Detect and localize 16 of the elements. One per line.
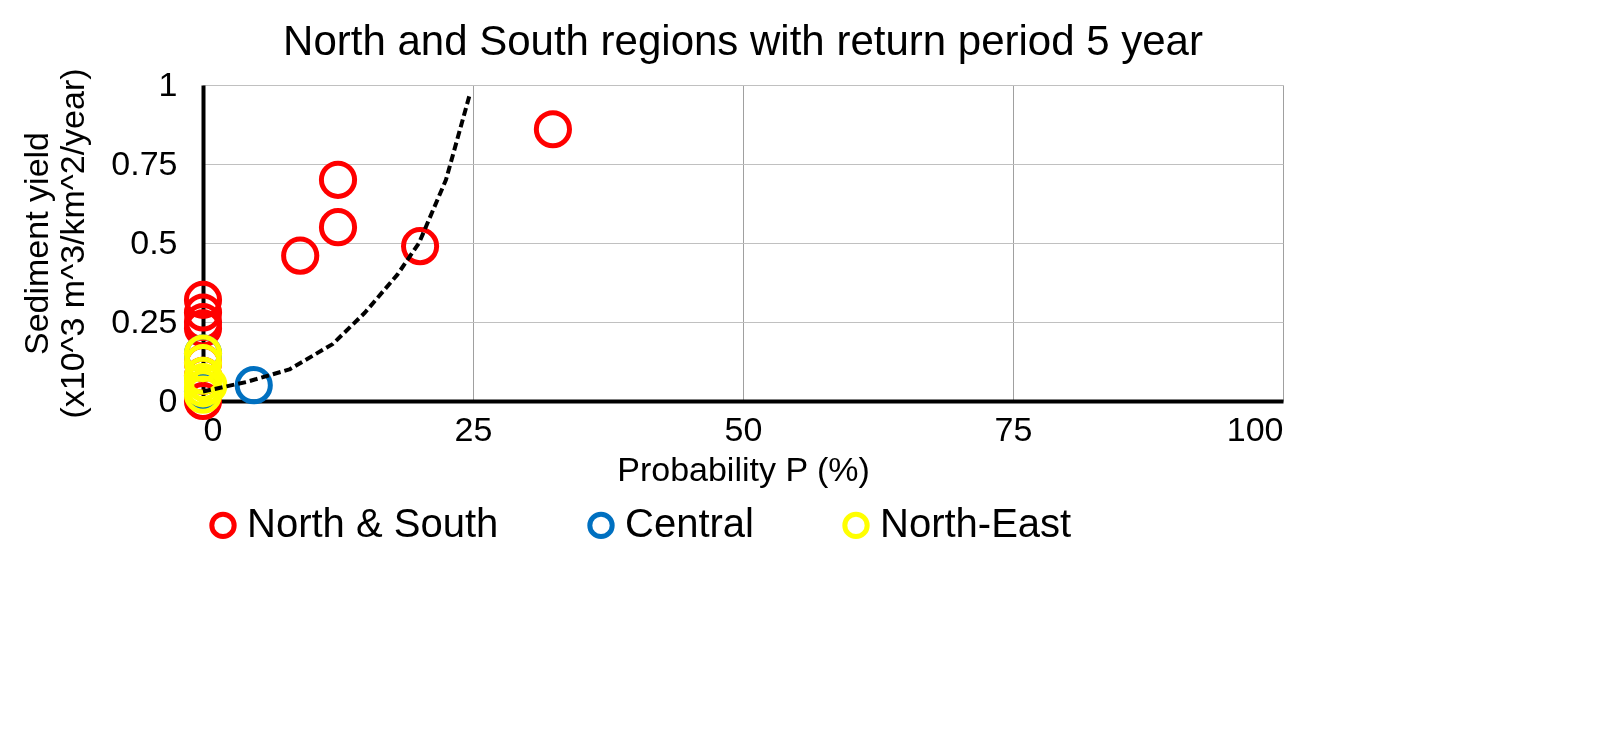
legend-label: North & South xyxy=(247,501,499,546)
y-tick-label: 0.25 xyxy=(111,301,178,340)
y-tick-label: 0.5 xyxy=(130,222,178,261)
x-tick-label: 100 xyxy=(1226,409,1284,448)
x-tick-label: 75 xyxy=(994,409,1033,448)
y-tick-label: 0.75 xyxy=(111,143,178,182)
y-tick-label: 0 xyxy=(158,380,178,419)
x-axis-title: Probability P (%) xyxy=(617,449,870,488)
x-tick-label: 0 xyxy=(203,409,223,448)
legend-label: North-East xyxy=(880,501,1072,546)
chart-title: North and South regions with return period 5 year xyxy=(283,16,1203,64)
text: Sediment yield xyxy=(17,131,56,356)
legend-label: Central xyxy=(625,501,754,546)
x-tick-label: 50 xyxy=(724,409,763,448)
x-tick-label: 25 xyxy=(454,409,493,448)
y-tick-label: 1 xyxy=(158,64,178,103)
